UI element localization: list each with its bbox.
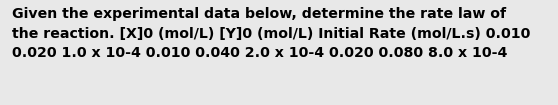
Text: Given the experimental data below, determine the rate law of
the reaction. [X]0 : Given the experimental data below, deter… <box>12 7 531 60</box>
